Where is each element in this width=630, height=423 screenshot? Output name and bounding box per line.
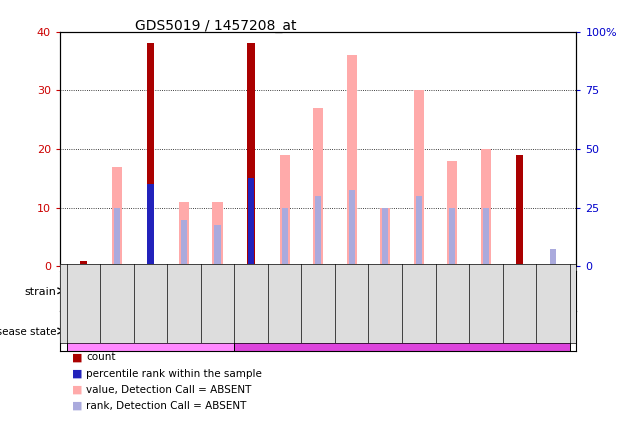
Bar — [449, 208, 455, 266]
Bar — [282, 208, 288, 266]
Text: ■: ■ — [72, 401, 83, 411]
Bar — [315, 196, 321, 266]
Bar — [112, 167, 122, 266]
Bar — [234, 311, 570, 351]
Bar — [517, 208, 522, 266]
Text: rank, Detection Call = ABSENT: rank, Detection Call = ABSENT — [86, 401, 247, 411]
Text: percentile rank within the sample: percentile rank within the sample — [86, 368, 262, 379]
Text: diabetic: diabetic — [128, 326, 173, 336]
Text: non-diabetic: non-diabetic — [367, 326, 437, 336]
Bar — [346, 55, 357, 266]
Text: NOR: NOR — [306, 286, 331, 296]
Bar — [147, 44, 154, 266]
Bar — [516, 155, 523, 266]
Bar — [114, 208, 120, 266]
Text: strain: strain — [25, 287, 57, 297]
Bar — [402, 271, 570, 311]
Text: GDS5019 / 1457208_at: GDS5019 / 1457208_at — [135, 19, 297, 33]
Bar — [234, 271, 402, 311]
Bar — [248, 179, 254, 266]
Bar — [212, 202, 222, 266]
Bar — [79, 261, 87, 266]
Bar — [381, 208, 390, 266]
Text: NOD: NOD — [137, 286, 163, 296]
Bar — [382, 208, 388, 266]
Text: C57BL/6: C57BL/6 — [462, 286, 509, 296]
Bar — [481, 149, 491, 266]
Bar — [67, 271, 234, 311]
Bar — [313, 108, 323, 266]
Bar — [280, 155, 290, 266]
Text: disease state: disease state — [0, 327, 57, 337]
Text: ■: ■ — [72, 352, 83, 363]
Text: ■: ■ — [72, 368, 83, 379]
Bar — [416, 196, 422, 266]
Bar — [414, 91, 424, 266]
Text: ■: ■ — [72, 385, 83, 395]
Bar — [248, 44, 255, 266]
Bar — [67, 311, 234, 351]
Bar — [348, 190, 355, 266]
Bar — [214, 225, 220, 266]
Bar — [483, 208, 489, 266]
Bar — [147, 184, 154, 266]
Bar — [550, 249, 556, 266]
Text: value, Detection Call = ABSENT: value, Detection Call = ABSENT — [86, 385, 252, 395]
Bar — [179, 202, 189, 266]
Text: count: count — [86, 352, 116, 363]
Bar — [181, 220, 187, 266]
Bar — [447, 161, 457, 266]
